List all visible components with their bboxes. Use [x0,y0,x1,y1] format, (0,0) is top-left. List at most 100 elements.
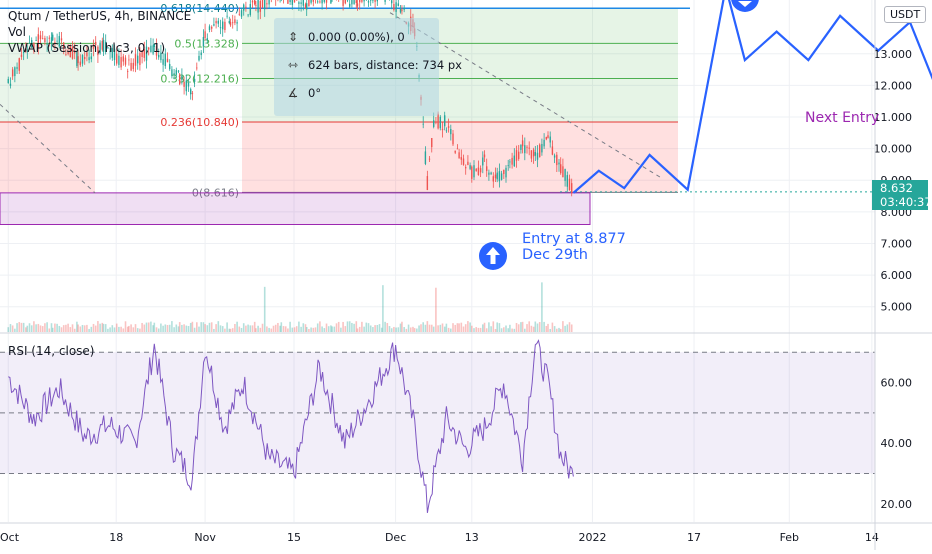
candle-body [490,173,491,175]
candle-body [562,166,563,177]
volume-bar [118,327,120,332]
candle-body [308,0,309,6]
volume-bar [493,321,495,332]
volume-bar [338,322,340,332]
candle-body [234,19,235,23]
candle-body [324,0,325,2]
volume-bar [454,325,456,332]
volume-bar [564,326,566,332]
volume-bar [181,325,183,332]
candle-body [127,71,128,72]
volume-bar [232,328,234,332]
candle-body [435,122,436,123]
candle-body [467,162,468,165]
volume-bar [389,326,391,332]
candle-body [215,21,216,23]
candle-body [12,69,13,76]
legend-rsi: RSI (14, close) [8,343,94,359]
x-tick-label: 14 [865,531,879,544]
price-range-icon: ⇕ [286,30,300,44]
volume-bar [93,324,95,332]
candle-body [448,126,449,128]
x-tick-label: Nov [194,531,216,544]
candle-body [427,176,428,190]
candle-body [14,67,15,76]
candle-body [190,89,191,94]
volume-bar [300,327,302,332]
volume-bar [84,325,86,332]
volume-bar [49,328,51,332]
candle-body [91,56,92,59]
volume-bar [437,325,439,332]
candle-body [245,7,246,8]
volume-bar [165,324,167,332]
volume-bar [567,324,569,332]
volume-bar [109,327,111,332]
volume-bar [10,324,12,332]
candle-body [425,151,426,164]
candle-body [558,163,559,165]
candle-body [442,129,443,130]
volume-bar [137,328,139,332]
volume-bar [442,323,444,332]
volume-bar [306,327,308,332]
volume-bar [158,328,160,332]
x-tick-label: 17 [687,531,701,544]
candle-body [560,164,561,173]
candle-body [569,179,570,190]
candle-body [196,68,197,69]
volume-bar [537,324,539,332]
candle-body [268,0,269,4]
volume-bar [422,322,424,332]
candle-body [353,0,354,4]
volume-bar [169,325,171,332]
volume-bar [324,328,326,332]
volume-bar [507,328,509,332]
candle-body [247,15,248,16]
candle-body [243,5,244,11]
volume-bar [183,324,185,332]
bars-range-icon: ⇿ [286,58,300,72]
candle-body [123,56,124,61]
volume-bar [72,324,74,332]
candle-body [181,76,182,80]
candle-body [403,8,404,10]
volume-bar [450,329,452,332]
candle-body [374,0,375,2]
candle-body [313,0,314,2]
currency-button[interactable]: USDT [884,6,926,23]
volume-bar [448,328,450,332]
candle-body [499,171,500,181]
candle-body [88,57,89,60]
candle-body [198,56,199,60]
candle-body [232,22,233,23]
candle-body [287,0,288,4]
volume-bar [257,326,259,332]
candle-body [484,155,485,158]
volume-bar [80,326,82,332]
candle-body [546,137,547,139]
volume-bar [162,326,164,332]
volume-bar [203,322,205,332]
volume-bar [33,321,35,332]
volume-bar [294,327,296,332]
candle-body [423,124,424,125]
x-tick-label: 13 [465,531,479,544]
candle-body [264,0,265,9]
volume-bar [154,323,156,332]
volume-bar [408,325,410,332]
volume-bar [429,325,431,332]
candle-body [463,158,464,164]
candle-body [509,162,510,163]
volume-bar [363,327,365,332]
candle-body [395,2,396,12]
candle-body [173,73,174,74]
volume-bar [209,323,211,332]
volume-bar [549,329,551,332]
volume-bar [571,324,573,332]
volume-bar [505,325,507,332]
volume-bar [418,325,420,332]
volume-bar [107,329,109,332]
volume-bar [167,325,169,332]
